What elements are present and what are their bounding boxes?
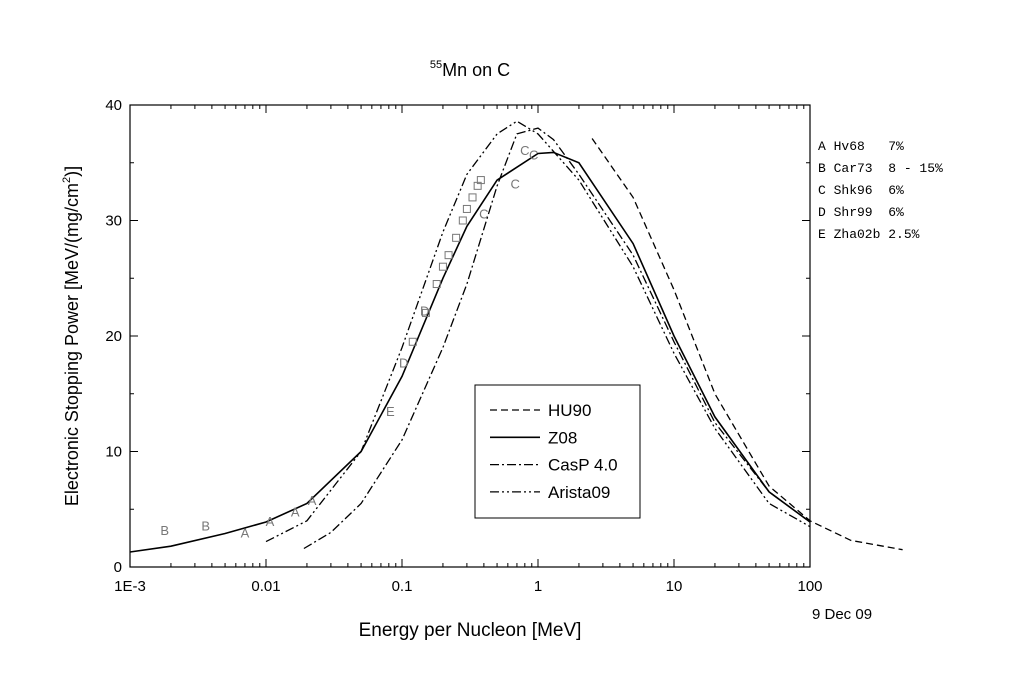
- data-point: C: [479, 207, 488, 222]
- x-tick-label: 10: [666, 578, 683, 595]
- series-line: [591, 138, 903, 551]
- data-point: [432, 280, 441, 289]
- legend-box: [474, 384, 641, 519]
- data-point: A: [241, 525, 250, 540]
- data-point: B: [201, 518, 210, 533]
- data-point: [462, 204, 471, 213]
- y-label-part: Electronic Stopping Power [MeV/(mg/cm: [62, 183, 82, 506]
- plot-frame: [129, 104, 811, 568]
- chart-title: 55Mn on C: [430, 59, 510, 80]
- x-tick-label: 1E-3: [114, 578, 146, 595]
- title-text: Mn on C: [442, 60, 510, 80]
- annotation: 9 Dec 09: [812, 606, 872, 623]
- data-point: [444, 251, 453, 260]
- data-point: [421, 308, 430, 317]
- legend-label: HU90: [548, 401, 591, 420]
- data-point: C: [529, 148, 538, 163]
- legend-label: CasP 4.0: [548, 456, 618, 475]
- note: C Shk96 6%: [818, 183, 904, 198]
- x-tick-label: 100: [797, 578, 822, 595]
- data-point: D: [399, 356, 408, 371]
- series-line: [129, 151, 811, 553]
- data-point: [458, 216, 467, 225]
- data-point: B: [160, 523, 169, 538]
- note: E Zha02b 2.5%: [818, 227, 920, 242]
- data-point: [468, 193, 477, 202]
- y-axis-label: Electronic Stopping Power [MeV/(mg/cm2)]: [61, 166, 82, 506]
- y-label-part: )]: [62, 166, 82, 177]
- data-point: [476, 176, 485, 185]
- series-line: [265, 120, 811, 543]
- y-tick-label: 40: [105, 97, 122, 114]
- data-point: C: [511, 177, 520, 192]
- note: B Car73 8 - 15%: [818, 161, 943, 176]
- x-tick-label: 0.01: [251, 578, 280, 595]
- data-point: [452, 233, 461, 242]
- x-tick-label: 1: [534, 578, 542, 595]
- y-tick-label: 10: [105, 444, 122, 461]
- data-point: [438, 262, 447, 271]
- note: A Hv68 7%: [818, 139, 904, 154]
- data-point: A: [266, 514, 275, 529]
- data-point: A: [308, 493, 317, 508]
- data-point: A: [291, 505, 300, 520]
- x-tick-label: 0.1: [392, 578, 413, 595]
- y-label-superscript: 2: [61, 177, 73, 183]
- x-axis-label: Energy per Nucleon [MeV]: [359, 620, 582, 641]
- y-tick-label: 0: [114, 559, 122, 576]
- data-point: [408, 337, 417, 346]
- legend-label: Arista09: [548, 483, 610, 502]
- note: D Shr99 6%: [818, 205, 904, 220]
- y-tick-label: 20: [105, 328, 122, 345]
- y-tick-label: 30: [105, 213, 122, 230]
- title-superscript: 55: [430, 59, 442, 71]
- data-point: D: [420, 304, 429, 319]
- legend-label: Z08: [548, 428, 577, 447]
- data-point: C: [520, 143, 529, 158]
- data-point: E: [386, 404, 395, 419]
